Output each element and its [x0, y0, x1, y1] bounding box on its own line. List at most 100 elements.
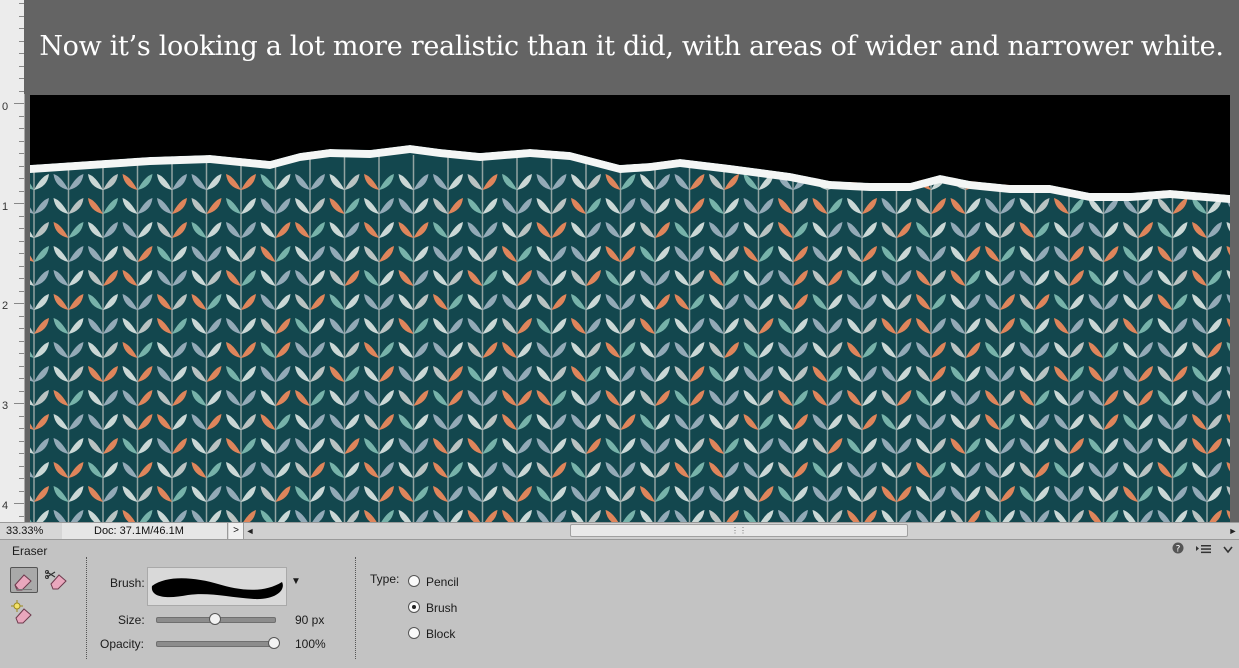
pattern-leaf [881, 414, 897, 430]
pattern-leaf [985, 246, 1000, 262]
tool-options-panel: Eraser ? Brush: ▼ Size: 90 px Opacity: 1… [0, 540, 1239, 668]
pattern-leaf [689, 294, 705, 310]
pattern-leaf [674, 222, 690, 238]
pattern-leaf [310, 198, 325, 214]
type-radio-brush[interactable] [408, 601, 420, 613]
pattern-leaf [467, 438, 483, 454]
pattern-leaf [758, 342, 774, 358]
pattern-leaf [1069, 462, 1084, 478]
pattern-leaf [571, 198, 586, 214]
pattern-leaf [931, 390, 946, 406]
pattern-leaf [896, 318, 912, 334]
pattern-leaf [965, 342, 981, 358]
pattern-leaf [88, 222, 103, 238]
ruler-tick [19, 178, 24, 179]
scrollbar-thumb[interactable]: ⋮⋮ [570, 524, 908, 537]
pattern-leaf [433, 270, 448, 286]
image-canvas[interactable] [30, 95, 1230, 522]
horizontal-scrollbar[interactable]: ◄ ⋮⋮ ► [244, 523, 1239, 539]
pattern-leaf [1019, 438, 1035, 454]
pattern-leaf [605, 294, 621, 310]
pattern-leaf [413, 318, 429, 334]
type-radio-block[interactable] [408, 627, 420, 639]
pattern-leaf [379, 462, 394, 478]
pattern-leaf [965, 486, 981, 502]
pattern-leaf [931, 438, 946, 454]
pattern-leaf [1174, 510, 1188, 522]
pattern-leaf [226, 222, 241, 238]
pattern-leaf [655, 246, 670, 262]
panel-menu-icon[interactable] [1195, 543, 1215, 557]
pattern-leaf [122, 270, 138, 286]
pattern-leaf [53, 366, 69, 382]
pattern-leaf [931, 246, 946, 262]
scroll-right-arrow[interactable]: ► [1228, 526, 1238, 536]
type-option-block[interactable]: Block [426, 627, 456, 641]
brush-dropdown-arrow[interactable]: ▼ [291, 576, 301, 587]
pattern-leaf [916, 294, 931, 310]
opacity-slider[interactable] [156, 641, 276, 647]
pattern-leaf [53, 342, 69, 358]
zoom-level[interactable]: 33.33% [0, 523, 63, 539]
pattern-leaf [88, 414, 103, 430]
pattern-leaf [778, 366, 793, 382]
pattern-leaf [916, 198, 931, 214]
type-radio-pencil[interactable] [408, 575, 420, 587]
pattern-leaf [812, 246, 828, 262]
pattern-leaf [502, 294, 517, 310]
pattern-leaf [34, 342, 49, 358]
background-eraser-tool-button[interactable] [45, 568, 73, 594]
pattern-leaf [1123, 390, 1138, 406]
type-option-brush[interactable]: Brush [426, 601, 458, 615]
pattern-leaf [950, 342, 966, 358]
eraser-tool-button[interactable] [10, 567, 38, 593]
ruler-tick [19, 91, 24, 92]
pattern-leaf [1103, 246, 1119, 262]
pattern-leaf [1019, 486, 1035, 502]
pattern-leaf [364, 270, 379, 286]
pattern-leaf [709, 390, 724, 406]
pattern-leaf [433, 414, 448, 430]
pattern-leaf [413, 198, 429, 214]
collapse-icon[interactable] [1223, 543, 1233, 557]
pattern-leaf [30, 471, 34, 478]
ruler-tick [19, 266, 24, 267]
pattern-leaf [950, 318, 966, 334]
ruler-tick [19, 278, 24, 279]
scroll-left-arrow[interactable]: ◄ [245, 526, 255, 536]
pattern-leaf [260, 294, 276, 310]
pattern-leaf [226, 294, 241, 310]
pattern-leaf [724, 390, 739, 406]
help-icon[interactable]: ? [1172, 542, 1187, 557]
pattern-leaf [398, 198, 414, 214]
pattern-leaf [620, 462, 636, 478]
pattern-leaf [793, 462, 808, 478]
pattern-leaf [34, 294, 49, 310]
pattern-leaf [137, 486, 153, 502]
pattern-leaf [157, 438, 172, 454]
opacity-slider-thumb[interactable] [268, 637, 280, 649]
size-slider-thumb[interactable] [209, 613, 221, 625]
pattern-leaf [172, 342, 187, 358]
pattern-leaf [482, 174, 498, 190]
pattern-leaf [344, 462, 360, 478]
pattern-leaf [241, 246, 256, 262]
pattern-leaf [433, 390, 448, 406]
pattern-leaf [364, 462, 379, 478]
pattern-leaf [1192, 222, 1207, 238]
brush-preview[interactable] [147, 567, 287, 606]
torn-paper-black-area [30, 95, 1230, 195]
type-option-pencil[interactable]: Pencil [426, 575, 459, 589]
pattern-leaf [726, 510, 739, 522]
pattern-leaf [137, 270, 153, 286]
pattern-leaf [191, 438, 207, 454]
status-menu-button[interactable]: > [229, 523, 244, 539]
pattern-leaf [1172, 294, 1188, 310]
pattern-leaf [467, 318, 483, 334]
pattern-leaf [896, 198, 912, 214]
pattern-leaf [68, 270, 84, 286]
pattern-leaf [862, 414, 877, 430]
magic-eraser-tool-button[interactable] [10, 600, 38, 626]
pattern-leaf [1192, 486, 1207, 502]
pattern-leaf [364, 294, 379, 310]
